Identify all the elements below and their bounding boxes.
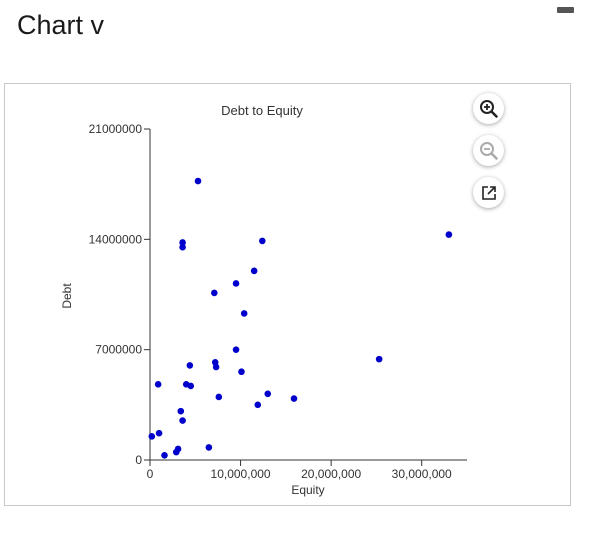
data-point (179, 417, 186, 424)
x-tick-label: 20,000,000 (301, 467, 361, 481)
data-point (259, 237, 266, 245)
data-point (187, 382, 195, 390)
data-point (172, 448, 180, 456)
page-title: Chart v (17, 10, 105, 40)
data-point (161, 451, 168, 459)
data-point (215, 393, 223, 401)
data-point (177, 407, 185, 415)
x-tick-label: 0 (147, 467, 154, 481)
data-point (232, 346, 240, 353)
data-point (238, 368, 245, 376)
data-point (290, 395, 298, 402)
data-point (154, 381, 162, 388)
y-tick-label: 14000000 (89, 232, 143, 246)
axes: 0 7000000 14000000 21000000 0 10,000,000 20,00… (89, 122, 467, 481)
data-point (232, 280, 240, 287)
y-tick-label: 0 (135, 453, 142, 467)
data-point (240, 310, 248, 317)
data-point (250, 267, 258, 275)
data-point (186, 362, 194, 369)
data-point (205, 444, 213, 451)
zoom-in-button[interactable] (473, 93, 504, 124)
zoom-out-icon (479, 141, 498, 160)
data-point (194, 177, 202, 185)
data-point (179, 239, 186, 246)
chart-title: Debt to Equity (221, 103, 303, 118)
zoom-in-icon (479, 99, 498, 118)
data-point (155, 429, 163, 437)
y-tick-label: 7000000 (95, 343, 142, 357)
data-point (264, 390, 272, 398)
data-point (212, 363, 220, 371)
x-tick-label: 10,000,000 (211, 467, 271, 481)
data-point (254, 401, 262, 409)
data-point (179, 243, 186, 251)
x-axis-label: Equity (291, 483, 324, 497)
data-points (148, 177, 453, 459)
open-external-button[interactable] (473, 177, 504, 208)
data-point (148, 433, 156, 440)
zoom-out-button[interactable] (473, 135, 504, 166)
scatter-chart: Debt to Equity 0700000014000000210000000… (60, 103, 467, 497)
data-point (375, 355, 383, 363)
open-external-icon (481, 185, 496, 200)
y-tick-label: 21000000 (89, 122, 143, 136)
minimize-button[interactable] (557, 7, 574, 13)
chart-panel: Debt to Equity 0 7000000 14000000 21000000 0… (4, 83, 571, 506)
x-tick-label: 30,000,000 (392, 467, 452, 481)
data-point (211, 289, 218, 297)
y-axis-label: Debt (60, 283, 74, 309)
data-point (445, 231, 453, 238)
